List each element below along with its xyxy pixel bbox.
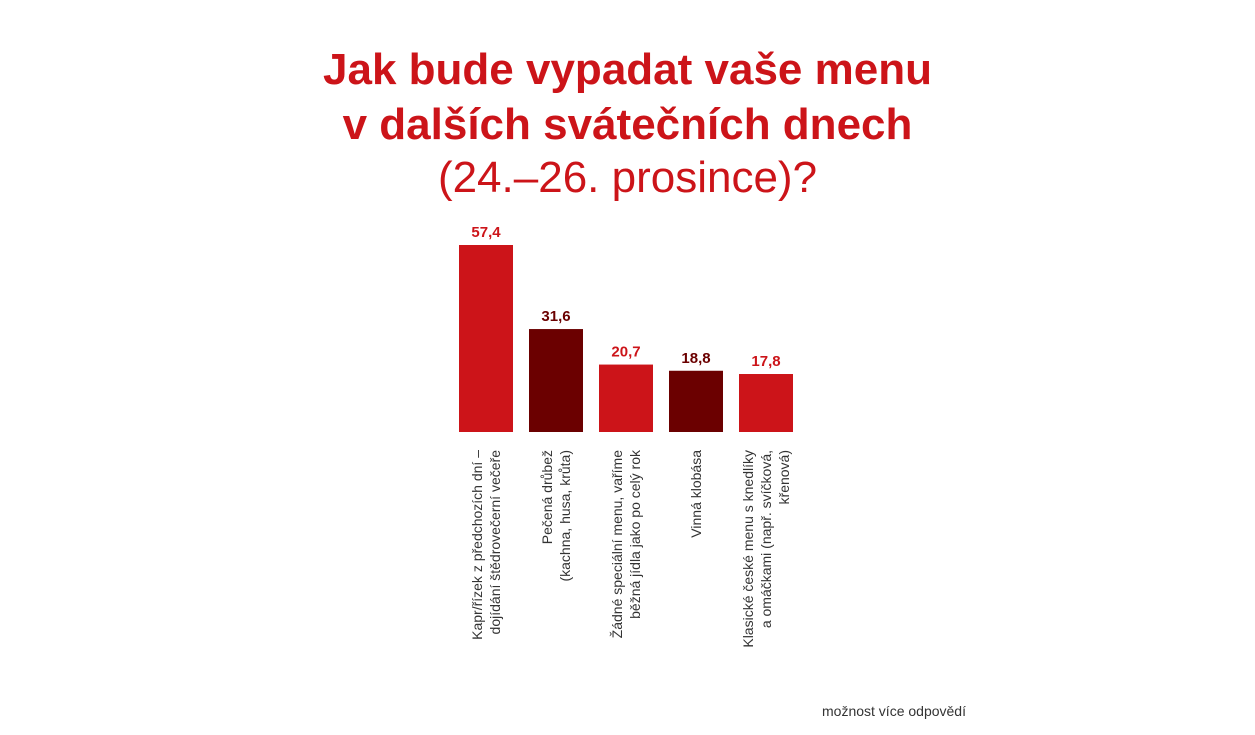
bar-3 [599,364,653,432]
category-label-4: Vinná klobása [688,450,704,538]
bar-4 [669,370,723,432]
category-label-3-line-2: běžná jídla jako po celý rok [627,449,643,619]
value-label-2: 31,6 [541,308,570,325]
category-label-1: Kapr/řízek z předchozích dní – dojídání š… [469,450,503,640]
category-label-4-line-1: Vinná klobása [688,450,704,538]
category-label-5-line-3: křenová) [776,450,792,504]
value-label-4: 18,8 [681,350,710,367]
category-label-3-line-1: Žádné speciální menu, vaříme [609,450,625,639]
footnote: možnost více odpovědí [822,703,966,719]
bar-2 [529,329,583,432]
category-label-2: Pečená drůbež (kachna, husa, krůta) [539,450,573,582]
category-label-3: Žádné speciální menu, vaříme běžná jídla … [609,449,643,638]
bar-5 [739,374,793,432]
chart-title-line-1: Jak bude vypadat vaše menu [323,45,932,94]
bar-1 [459,245,513,432]
category-label-1-line-1: Kapr/řízek z předchozích dní – [469,450,485,640]
value-label-5: 17,8 [751,353,780,370]
category-label-5-line-1: Klasické české menu s knedlíky [740,450,756,648]
chart-title-line-2: v dalších svátečních dnech [342,100,913,149]
category-label-5: Klasické české menu s knedlíky a omáčkami… [740,450,792,648]
category-label-2-line-2: (kachna, husa, krůta) [557,450,573,582]
value-label-3: 20,7 [611,344,640,361]
category-label-1-line-2: dojídání štědrovečerní večeře [487,450,503,635]
category-label-2-line-1: Pečená drůbež [539,450,555,544]
value-label-1: 57,4 [471,224,501,241]
category-label-5-line-2: a omáčkami (např. svíčková, [758,450,774,628]
chart-subtitle: (24.–26. prosince)? [437,153,818,202]
